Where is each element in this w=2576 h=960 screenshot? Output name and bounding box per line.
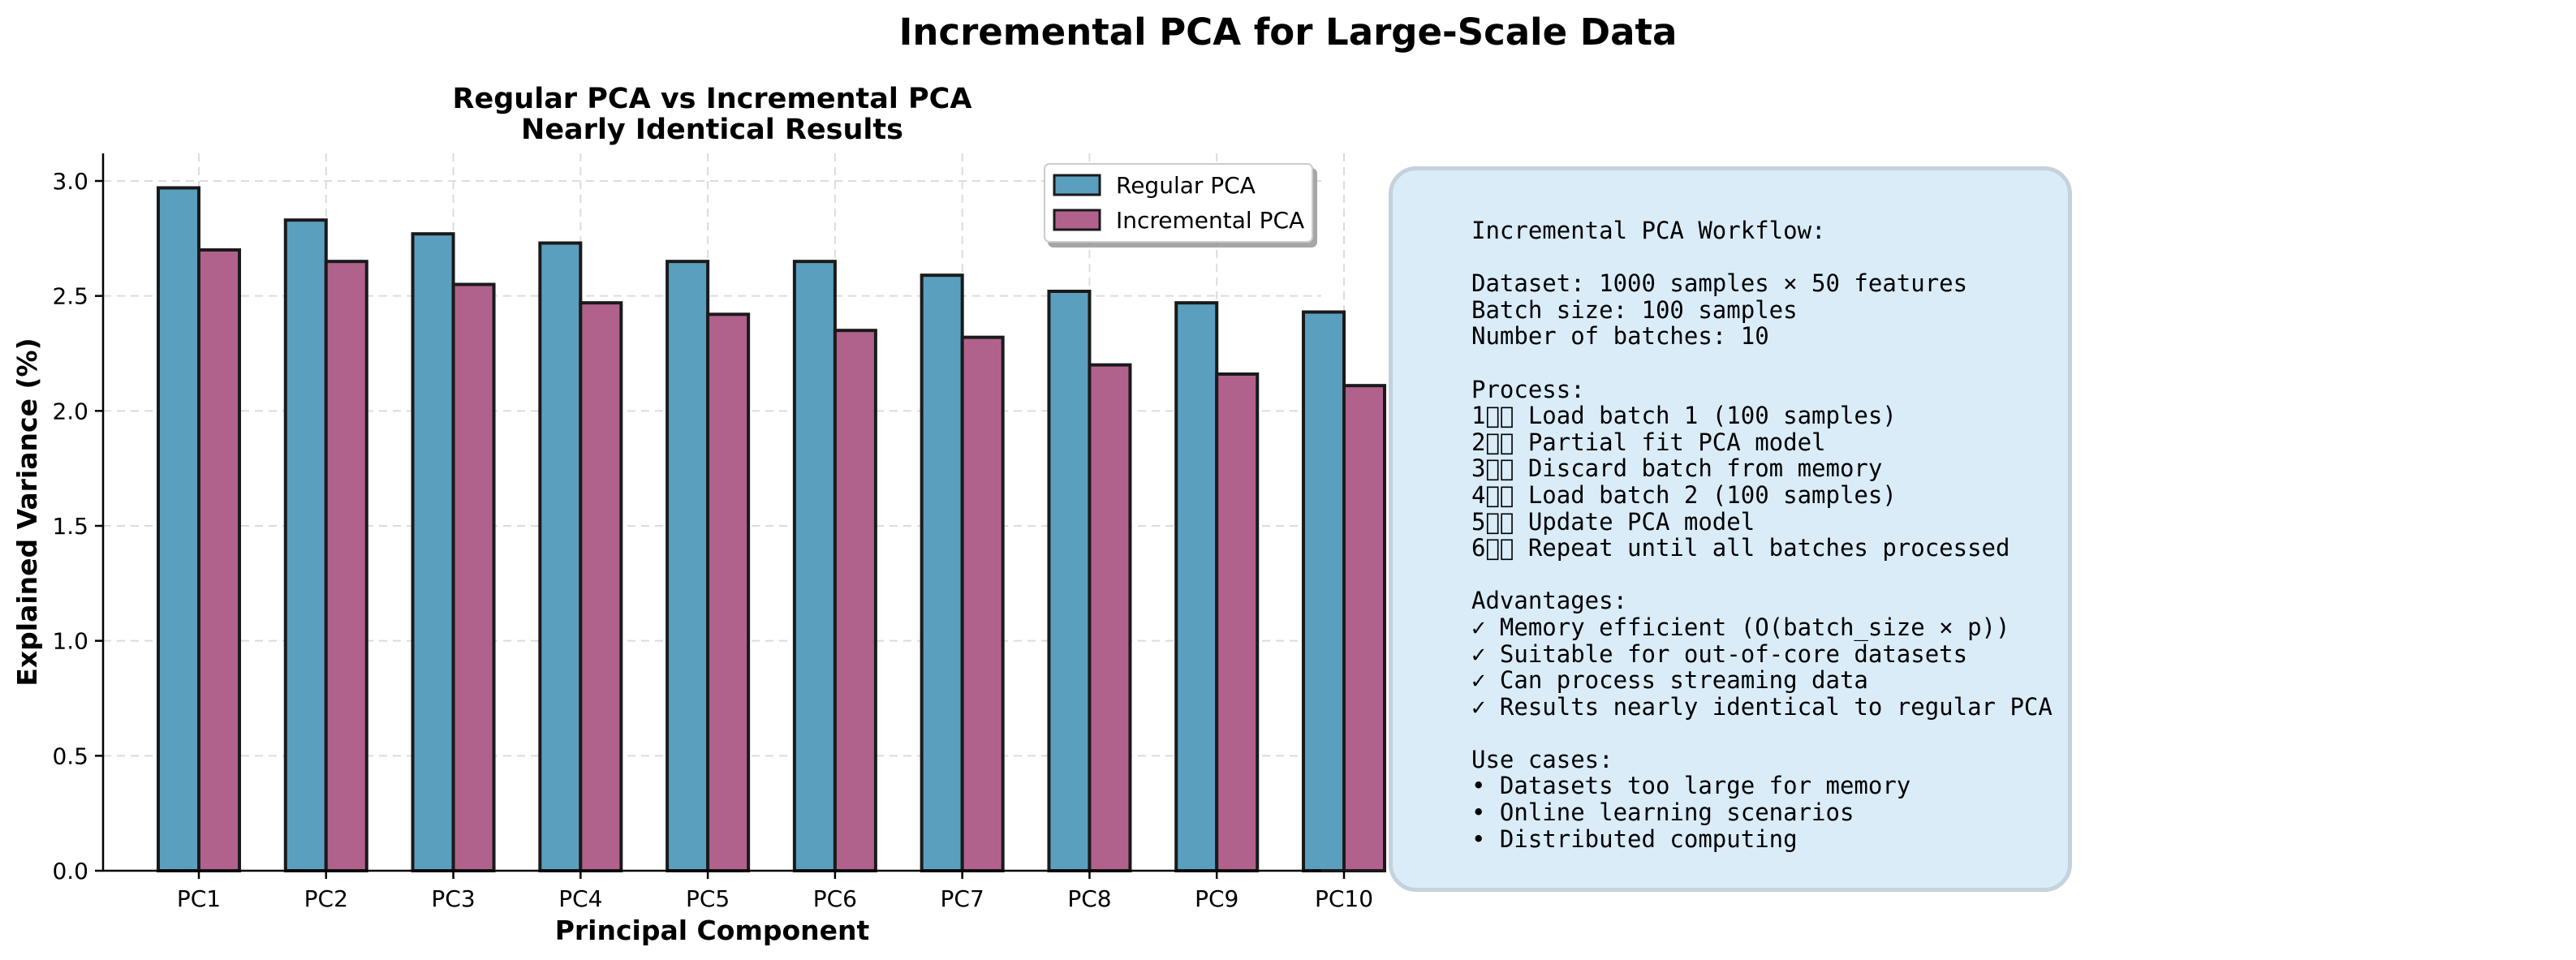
y-tick-label-6: 3.0 bbox=[52, 168, 88, 195]
x-tick-label-pc3: PC3 bbox=[431, 885, 475, 912]
bar-regular-pc1 bbox=[157, 186, 200, 872]
chart-title-line-2: Nearly Identical Results bbox=[521, 114, 903, 146]
bar-regular-pc6 bbox=[792, 260, 837, 872]
legend: Regular PCA Incremental PCA bbox=[1044, 163, 1313, 243]
y-tick-label-0: 0.0 bbox=[52, 858, 88, 885]
x-tick-label-pc7: PC7 bbox=[941, 885, 984, 912]
axis-labels: Regular PCA vs Incremental PCA Nearly Ide… bbox=[11, 83, 971, 946]
chart-title: Regular PCA vs Incremental PCA Nearly Ide… bbox=[453, 83, 972, 146]
workflow-info-box: Incremental PCA Workflow: Dataset: 1000 … bbox=[1389, 166, 2072, 892]
x-tick-label-pc5: PC5 bbox=[686, 885, 730, 912]
bar-incremental-pc8 bbox=[1088, 363, 1132, 872]
y-axis-label: Explained Variance (%) bbox=[11, 338, 43, 686]
legend-swatch-regular bbox=[1053, 174, 1101, 196]
x-axis-label: Principal Component bbox=[555, 915, 870, 946]
figure-title: Incremental PCA for Large-Scale Data bbox=[898, 11, 1678, 54]
bar-regular-pc10 bbox=[1302, 310, 1346, 872]
bar-regular-pc3 bbox=[411, 232, 455, 872]
y-tick-label-5: 2.5 bbox=[52, 283, 88, 310]
bar-incremental-pc9 bbox=[1215, 372, 1260, 872]
bar-regular-pc9 bbox=[1174, 301, 1219, 872]
bar-incremental-pc2 bbox=[324, 260, 368, 872]
bars bbox=[157, 186, 1386, 873]
bar-regular-pc8 bbox=[1047, 290, 1092, 872]
bar-incremental-pc1 bbox=[197, 248, 241, 872]
bar-regular-pc2 bbox=[283, 218, 328, 872]
legend-label-regular: Regular PCA bbox=[1116, 172, 1256, 199]
tick-labels: 0.0 0.5 1.0 1.5 2.0 2.5 3.0 PC1 PC2 PC3 PC4 PC5 PC6 P… bbox=[52, 168, 1373, 912]
bar-incremental-pc6 bbox=[833, 329, 877, 872]
legend-swatch-incremental bbox=[1053, 209, 1101, 231]
bar-incremental-pc3 bbox=[451, 282, 496, 872]
x-tick-label-pc6: PC6 bbox=[813, 885, 857, 912]
x-tick-label-pc9: PC9 bbox=[1195, 885, 1238, 912]
x-tick-label-pc10: PC10 bbox=[1315, 885, 1373, 912]
bar-incremental-pc5 bbox=[706, 312, 751, 873]
bar-incremental-pc10 bbox=[1342, 384, 1386, 872]
bar-regular-pc5 bbox=[666, 260, 710, 872]
x-tick-label-pc2: PC2 bbox=[304, 885, 348, 912]
y-tick-label-3: 1.5 bbox=[52, 513, 88, 540]
axes bbox=[101, 153, 1321, 872]
bar-incremental-pc4 bbox=[579, 301, 623, 872]
legend-label-incremental: Incremental PCA bbox=[1116, 207, 1304, 234]
bar-regular-pc4 bbox=[538, 241, 583, 872]
workflow-info-text: Incremental PCA Workflow: Dataset: 1000 … bbox=[1471, 217, 2053, 853]
y-tick-label-1: 0.5 bbox=[52, 743, 88, 769]
legend-box bbox=[1044, 163, 1313, 243]
x-tick-label-pc1: PC1 bbox=[177, 885, 221, 912]
chart-title-line-1: Regular PCA vs Incremental PCA bbox=[453, 83, 972, 115]
bar-incremental-pc7 bbox=[960, 335, 1005, 872]
x-tick-label-pc4: PC4 bbox=[558, 885, 602, 912]
x-tick-label-pc8: PC8 bbox=[1067, 885, 1111, 912]
y-tick-label-4: 2.0 bbox=[52, 398, 88, 424]
y-tick-label-2: 1.0 bbox=[52, 628, 88, 655]
bar-regular-pc7 bbox=[920, 273, 964, 872]
